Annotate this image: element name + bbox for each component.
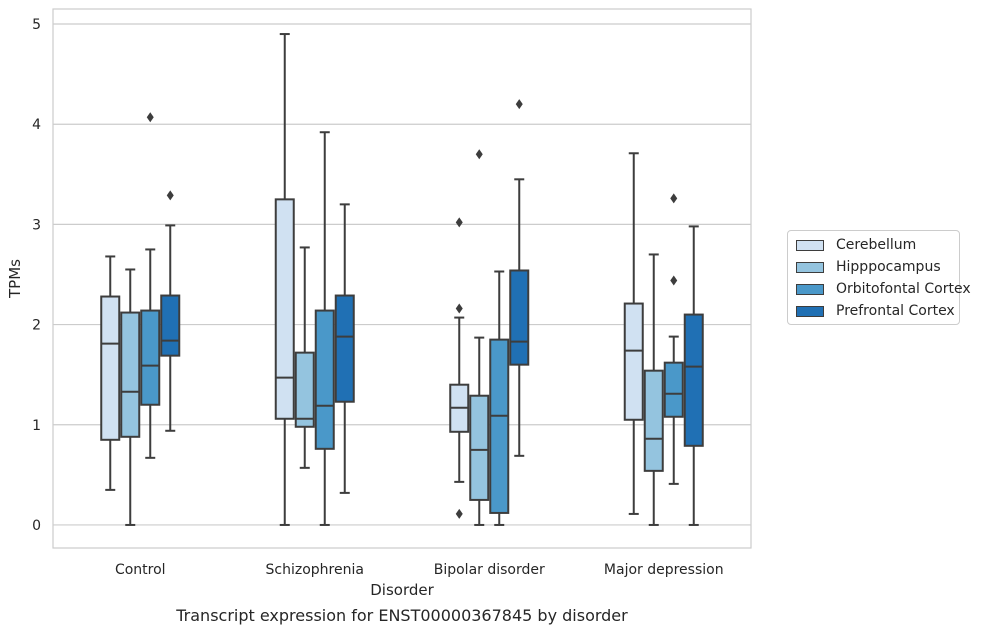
x-tick-label: Bipolar disorder [434,562,545,578]
y-axis-ticks: 0 1 2 3 4 5 [32,17,41,534]
box-orbitofontal-cortex [314,131,335,526]
legend: Cerebellum Hipppocampus Orbitofontal Corte… [787,230,971,325]
box-hipppocampus [120,268,141,526]
outlier-point [166,190,174,201]
boxes [100,33,704,526]
outlier-point [455,508,463,519]
y-tick-label: 0 [32,518,41,534]
box-iqr [274,198,295,420]
legend-swatch [796,283,824,295]
outlier-point [475,149,483,160]
y-tick-label: 1 [32,418,41,434]
outlier-point [455,217,463,228]
legend-item: Cerebellum [796,235,916,255]
x-tick-label: Schizophrenia [266,562,364,578]
y-tick-label: 5 [32,17,41,33]
legend-item: Prefrontal Cortex [796,301,955,321]
box-iqr [469,394,490,501]
box-orbitofontal-cortex [663,193,684,485]
box-iqr [623,302,644,421]
legend-swatch [796,305,824,317]
y-tick-label: 2 [32,318,41,334]
legend-label: Hipppocampus [836,259,941,275]
box-hipppocampus [294,246,315,469]
plot-area-frame [52,8,752,549]
y-tick-label: 3 [32,217,41,233]
box-cerebellum [623,152,644,515]
box-hipppocampus [643,253,664,526]
legend-label: Cerebellum [836,237,917,253]
box-iqr [663,361,684,418]
box-prefrontal-cortex [160,190,181,432]
x-tick-label: Major depression [604,562,724,578]
legend-item: Hipppocampus [796,257,941,277]
box-cerebellum [100,255,121,491]
legend-label: Prefrontal Cortex [836,303,955,319]
legend-label: Orbitofontal Cortex [836,281,971,297]
box-iqr [509,269,530,366]
box-iqr [489,338,510,514]
y-axis-label: TPMs [6,259,24,299]
box-cerebellum [449,217,470,519]
box-iqr [294,351,315,428]
box-iqr [334,294,355,403]
legend-item: Orbitofontal Cortex [796,279,971,299]
box-iqr [140,309,161,406]
box-iqr [160,294,181,357]
outlier-point [455,303,463,314]
box-iqr [314,309,335,450]
box-prefrontal-cortex [334,203,355,494]
box-cerebellum [274,33,295,526]
chart-caption: Transcript expression for ENST0000036784… [176,606,628,625]
legend-swatch [796,261,824,273]
box-hipppocampus [469,149,490,526]
outlier-point [670,275,678,286]
x-tick-label: Control [115,562,166,578]
box-iqr [120,311,141,438]
box-prefrontal-cortex [509,99,530,457]
legend-swatch [796,239,824,251]
box-iqr [100,295,121,441]
outlier-point [146,112,154,123]
y-tick-label: 4 [32,117,41,133]
box-prefrontal-cortex [683,225,704,526]
box-orbitofontal-cortex [489,270,510,526]
x-axis-label: Disorder [370,581,434,599]
box-iqr [683,313,704,447]
outlier-point [670,193,678,204]
box-iqr [643,369,664,472]
outlier-point [515,99,523,110]
box-orbitofontal-cortex [140,112,161,459]
x-axis-ticks: Control Schizophrenia Bipolar disorder Majo… [115,562,724,578]
